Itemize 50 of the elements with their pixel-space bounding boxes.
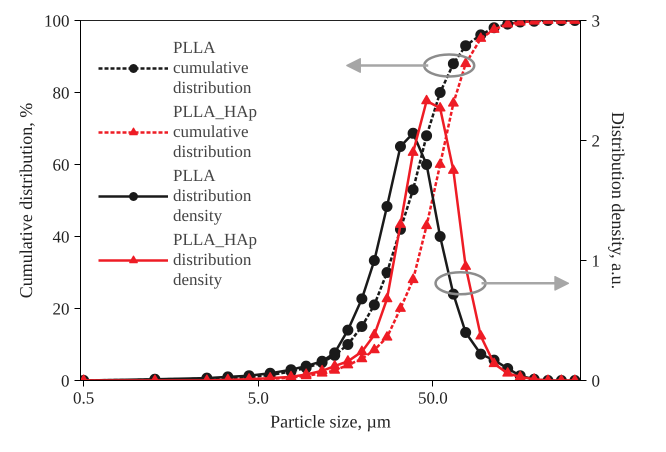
point <box>421 130 432 142</box>
legend-label: PLLA_HAp cumulative distribution <box>173 102 258 162</box>
point <box>502 367 514 377</box>
y2-tick-label: 2 <box>592 132 600 150</box>
point <box>394 218 406 228</box>
y-tick-label: 100 <box>44 12 70 30</box>
y-tick-label: 40 <box>52 228 70 246</box>
x-tick-label: 50.0 <box>418 388 448 408</box>
point <box>421 159 432 170</box>
point <box>448 164 459 174</box>
point <box>356 321 368 332</box>
point <box>475 330 486 340</box>
point <box>460 260 472 270</box>
y2-axis-title: Distribution density, a.u. <box>608 112 628 290</box>
point <box>434 87 446 98</box>
point <box>408 146 419 156</box>
legend-label: PLLA distribution density <box>173 166 252 226</box>
point <box>421 219 432 230</box>
y-tick-label: 0 <box>61 372 70 390</box>
legend-label: PLLA cumulative distribution <box>173 38 252 98</box>
y2-tick-label: 1 <box>592 252 600 270</box>
x-tick-label: 0.5 <box>72 388 94 408</box>
y2-tick-label: 3 <box>592 12 600 30</box>
point <box>382 201 392 212</box>
point <box>342 339 354 350</box>
point <box>448 58 459 70</box>
point <box>394 302 406 312</box>
point <box>382 331 392 341</box>
point <box>368 299 380 310</box>
point <box>475 348 486 360</box>
point <box>394 141 406 152</box>
point <box>488 357 500 368</box>
point <box>408 184 419 196</box>
x-axis-title: Particle size, µm <box>270 412 391 432</box>
point <box>460 327 472 338</box>
point <box>368 255 380 266</box>
point <box>434 102 446 112</box>
y-axis-title: Cumulative distribution, % <box>16 102 36 298</box>
y2-tick-label: 0 <box>592 372 600 390</box>
y-tick-label: 80 <box>52 84 70 102</box>
point <box>434 231 446 242</box>
y-tick-label: 60 <box>52 156 70 174</box>
point <box>368 344 380 354</box>
point <box>382 292 392 302</box>
x-tick-label: 5.0 <box>248 388 269 408</box>
y-tick-label: 20 <box>52 300 70 318</box>
point <box>408 273 419 284</box>
point <box>421 94 432 104</box>
point <box>368 328 380 338</box>
legend-label: PLLA_HAp distribution density <box>173 230 258 290</box>
